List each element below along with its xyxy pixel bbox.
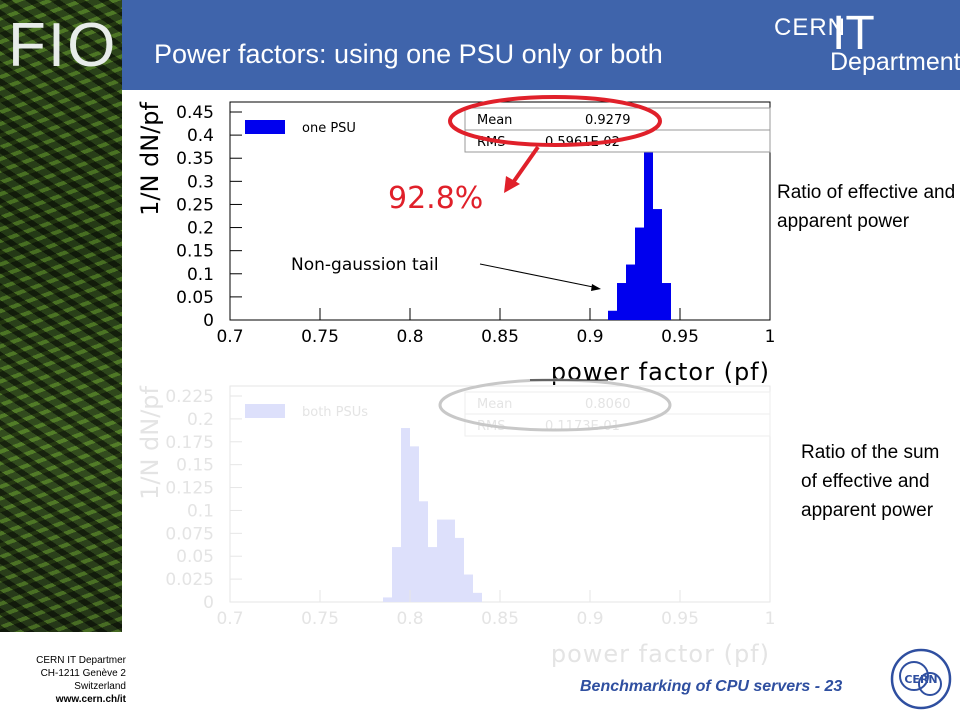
note-top: Ratio of effective and apparent power [777,182,956,232]
panel1-y-tick-label-7: 0.35 [176,149,214,169]
cern-seal-text: CERN [904,673,937,686]
panel1-x-tick-label-6: 1 [765,327,776,347]
panel1-x-tick-label-0: 0.7 [216,327,243,347]
panel2-y-tick-label-0: 0 [203,593,214,613]
cern-logo-text: CERN [774,14,847,41]
panel1-y-axis-label: 1/N dN/pf [136,101,164,215]
panel1-bar-6 [662,283,671,320]
panel1-y-tick-label-4: 0.2 [187,219,214,239]
panel2-x-tick-label-4: 0.9 [576,609,603,629]
panel2-y-tick-label-6: 0.15 [176,456,214,476]
panel2-x-tick-label-3: 0.85 [481,609,519,629]
histogram-figure: 0.7 0.75 0.8 0.85 0.9 0.95 1 0 0.05 0.1 0.15 0.2 0.2… [136,95,776,668]
panel1-legend-swatch [245,120,285,134]
panel2-legend-swatch [245,404,285,418]
panel2-bar-8 [455,537,464,602]
sidebar-image: FIO [0,0,122,632]
panel2-bar-0 [383,597,392,602]
mean-arrow-line [510,145,540,186]
panel1-y-tick-label-1: 0.05 [176,288,214,308]
panel2-x-tick-label-0: 0.7 [216,609,243,629]
panel2-legend-label: both PSUs [302,405,368,420]
footer-line-2: CH-1211 Genève 2 [40,668,126,679]
panel1-bar-4 [644,121,653,320]
panel2-x-tick-label-6: 1 [765,609,776,629]
panel2-y-tick-label-8: 0.2 [187,410,214,430]
footer-title: Benchmarking of CPU servers - 23 [580,678,843,695]
panel2-stats-mean-label: Mean [477,397,512,412]
mean-arrow-head [504,176,520,193]
panel2-y-tick-label-1: 0.025 [165,570,214,590]
panel1-bar-2 [626,264,635,320]
panel1-y-tick-label-0: 0 [203,311,214,331]
tail-annotation: Non-gaussion tail [291,255,439,275]
panel2-bar-9 [464,574,473,602]
panel1-bar-1 [617,283,626,320]
panel2-y-tick-label-5: 0.125 [165,479,214,499]
panel1-x-tick-label-3: 0.85 [481,327,519,347]
footer-address: CERN IT Departmer CH-1211 Genève 2 Switz… [8,654,126,706]
tail-pointer-line [479,263,599,289]
panel1-x-tick-label-4: 0.9 [576,327,603,347]
panel1-stats-mean-label: Mean [477,113,512,128]
panel2-x-tick-label-1: 0.75 [301,609,339,629]
panel1-x-tick-label-1: 0.75 [301,327,339,347]
panel2-y-tick-label-3: 0.075 [165,524,214,544]
panel2-bar-7 [446,519,455,602]
panel2-x-tick-label-2: 0.8 [396,609,423,629]
cern-seal-icon: CERN [890,648,952,710]
panel1-x-tick-label-2: 0.8 [396,327,423,347]
panel2-bar-6 [437,519,446,602]
panel1-y-tick-label-9: 0.45 [176,103,214,123]
panel2-bar-5 [428,547,437,602]
it-logo-text: IT [832,7,875,60]
panel2-y-tick-label-2: 0.05 [176,547,214,567]
panel1-x-tick-label-5: 0.95 [661,327,699,347]
panel1-bar-0 [608,310,617,320]
percent-annotation: 92.8% [388,181,483,216]
note-bottom: Ratio of the sum of effective and appare… [801,442,940,521]
panel1-y-tick-label-8: 0.4 [187,126,214,146]
panel2-y-axis-label: 1/N dN/pf [136,385,164,499]
fio-logo: FIO [8,11,118,80]
panel2-bar-2 [401,428,410,602]
slide-title: Power factors: using one PSU only or bot… [154,39,663,69]
panel2-bar-3 [410,446,419,602]
panel2-bar-10 [473,592,482,602]
mean-highlight-ellipse [448,95,662,147]
footer-line-1: CERN IT Departmer [36,655,126,666]
slide-header: Power factors: using one PSU only or bot… [122,0,960,90]
panel2-bar-4 [419,501,428,602]
panel2-x-tick-label-5: 0.95 [661,609,699,629]
panel2-bar-1 [392,547,401,602]
footer-line-4: www.cern.ch/it [55,694,126,705]
panel1-bar-5 [653,209,662,320]
panel1-legend-label: one PSU [302,121,356,136]
panel2-stats-mean-value: 0.8060 [585,397,631,412]
panel2-y-tick-label-4: 0.1 [187,501,214,521]
panel2-y-tick-label-7: 0.175 [165,433,214,453]
panel1-y-tick-label-3: 0.15 [176,242,214,262]
panel1-stats-mean-value: 0.9279 [585,113,631,128]
panel2-y-tick-label-9: 0.225 [165,387,214,407]
panel2-x-axis-label: power factor (pf) [551,640,770,668]
footer-line-3: Switzerland [74,681,126,692]
panel1-y-tick-label-5: 0.25 [176,195,214,215]
department-logo-text: Department [830,48,960,76]
tail-pointer-head [591,284,601,291]
panel1-y-tick-label-2: 0.1 [187,265,214,285]
panel1-bar-3 [635,227,644,320]
panel1-y-tick-label-6: 0.3 [187,172,214,192]
